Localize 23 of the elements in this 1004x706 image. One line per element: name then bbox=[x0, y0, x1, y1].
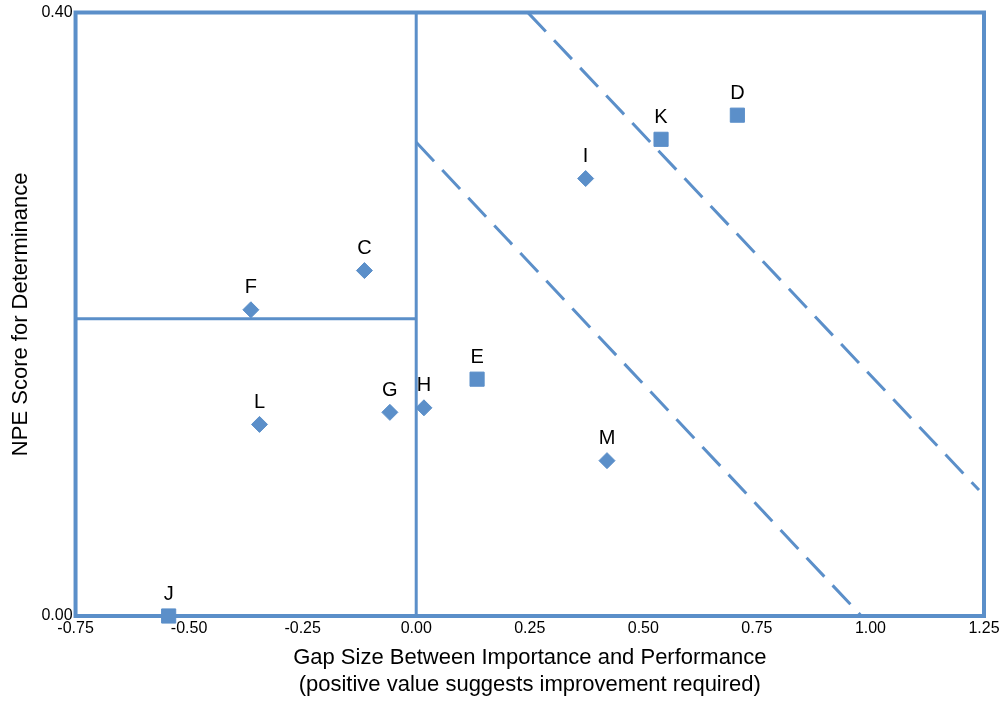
annotation: H bbox=[416, 373, 432, 396]
y-tick-label: 0.40 bbox=[41, 3, 73, 21]
x-tick-label: -0.50 bbox=[170, 619, 208, 637]
annotation: E bbox=[470, 344, 484, 367]
annotation: D bbox=[730, 80, 745, 103]
x-tick-label: 0.75 bbox=[741, 619, 773, 637]
annotation: L bbox=[253, 389, 266, 412]
x-tick-label: 1.25 bbox=[968, 619, 1000, 637]
annotation: K bbox=[654, 104, 669, 127]
annotation: M bbox=[598, 426, 616, 449]
x-tick-label: -0.25 bbox=[284, 619, 321, 637]
x-tick-label: 0.50 bbox=[627, 619, 659, 637]
x-tick-label: -0.75 bbox=[57, 619, 94, 637]
annotation: F bbox=[244, 275, 257, 298]
annotation: C bbox=[357, 236, 372, 259]
annotation: J bbox=[163, 581, 174, 604]
annotation: I bbox=[582, 144, 589, 167]
annotation: G bbox=[382, 377, 398, 400]
x-tick-label: 0.25 bbox=[514, 619, 546, 637]
x-axis-title: Gap Size Between Importance and Performance (positive value suggests improvement required) bbox=[293, 644, 767, 696]
y-axis-title: NPE Score for Determinance bbox=[7, 172, 33, 457]
x-tick-label: 1.00 bbox=[854, 619, 887, 637]
x-tick-label: 0.00 bbox=[400, 619, 432, 637]
